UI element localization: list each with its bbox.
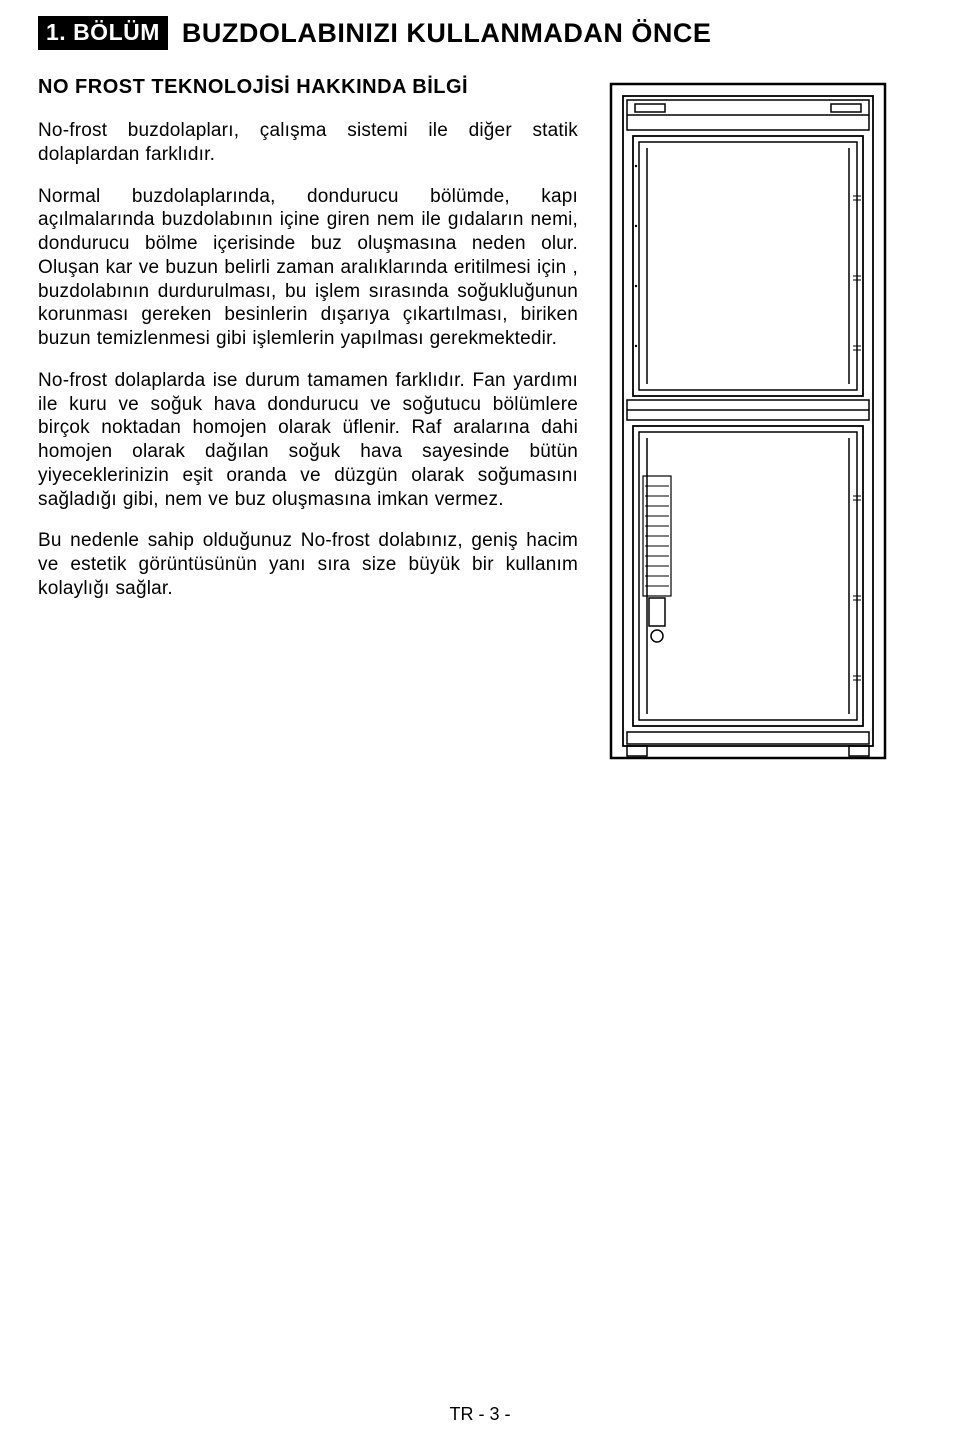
paragraph-4: Bu nedenle sahip olduğunuz No-frost dola…	[38, 529, 578, 600]
header-row: 1. BÖLÜM BUZDOLABINIZI KULLANMADAN ÖNCE	[38, 16, 922, 50]
page: 1. BÖLÜM BUZDOLABINIZI KULLANMADAN ÖNCE …	[0, 0, 960, 1453]
refrigerator-diagram-icon	[603, 76, 893, 766]
figure-column	[598, 76, 898, 766]
page-footer: TR - 3 -	[0, 1404, 960, 1425]
paragraph-2: Normal buzdolaplarında, dondurucu bölümd…	[38, 185, 578, 351]
main-title: BUZDOLABINIZI KULLANMADAN ÖNCE	[182, 18, 711, 49]
paragraph-1: No-frost buzdolapları, çalışma sistemi i…	[38, 119, 578, 167]
content-columns: NO FROST TEKNOLOJİSİ HAKKINDA BİLGİ No-f…	[38, 76, 922, 766]
paragraph-3: No-frost dolaplarda ise durum tamamen fa…	[38, 369, 578, 512]
text-column: NO FROST TEKNOLOJİSİ HAKKINDA BİLGİ No-f…	[38, 76, 578, 619]
chapter-badge: 1. BÖLÜM	[38, 16, 168, 50]
subheading: NO FROST TEKNOLOJİSİ HAKKINDA BİLGİ	[38, 76, 578, 99]
